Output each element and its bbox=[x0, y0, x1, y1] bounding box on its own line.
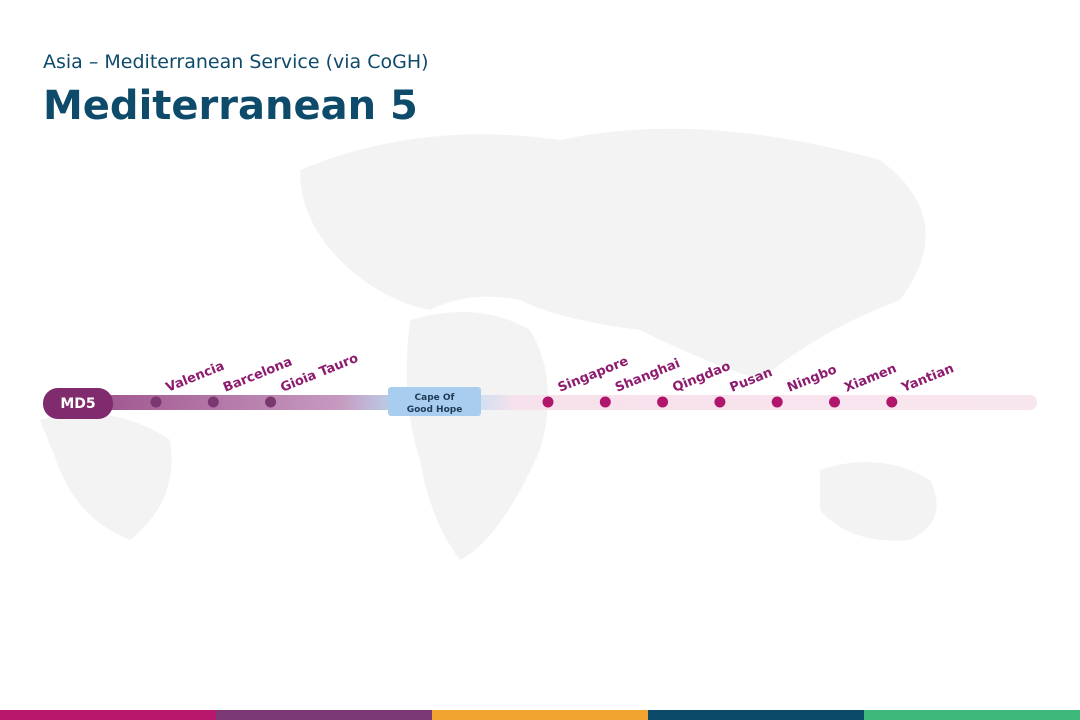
port-dot bbox=[886, 396, 898, 408]
port-dot bbox=[150, 396, 162, 408]
port-label: Xiamen bbox=[842, 361, 898, 395]
port-dot bbox=[265, 396, 277, 408]
track-east bbox=[470, 395, 1037, 410]
footer-stripe bbox=[0, 710, 1080, 720]
service-badge bbox=[43, 388, 113, 419]
port-dot bbox=[657, 396, 669, 408]
port-dot bbox=[599, 396, 611, 408]
stripe bbox=[648, 710, 864, 720]
stripe bbox=[864, 710, 1080, 720]
cape-label: Good Hope bbox=[407, 405, 463, 415]
port-dot bbox=[207, 396, 219, 408]
port-label: Ningbo bbox=[785, 362, 839, 395]
cape-box bbox=[388, 387, 481, 416]
title: Mediterranean 5 bbox=[43, 83, 418, 129]
port-label: Gioia Tauro bbox=[278, 351, 360, 396]
subtitle: Asia – Mediterranean Service (via CoGH) bbox=[43, 51, 429, 73]
stripe bbox=[216, 710, 432, 720]
port-label: Yantian bbox=[899, 361, 956, 396]
track-west bbox=[100, 395, 400, 410]
port-dot bbox=[829, 396, 840, 408]
badge-label: MD5 bbox=[60, 396, 95, 412]
stripe bbox=[432, 710, 648, 720]
cape-label: Cape Of bbox=[415, 393, 455, 403]
stripe bbox=[0, 710, 216, 720]
port-dot bbox=[771, 396, 783, 408]
port-dot bbox=[714, 396, 726, 408]
port-label: Valencia bbox=[164, 359, 227, 396]
world-map bbox=[40, 128, 937, 560]
port-dot bbox=[542, 396, 554, 408]
